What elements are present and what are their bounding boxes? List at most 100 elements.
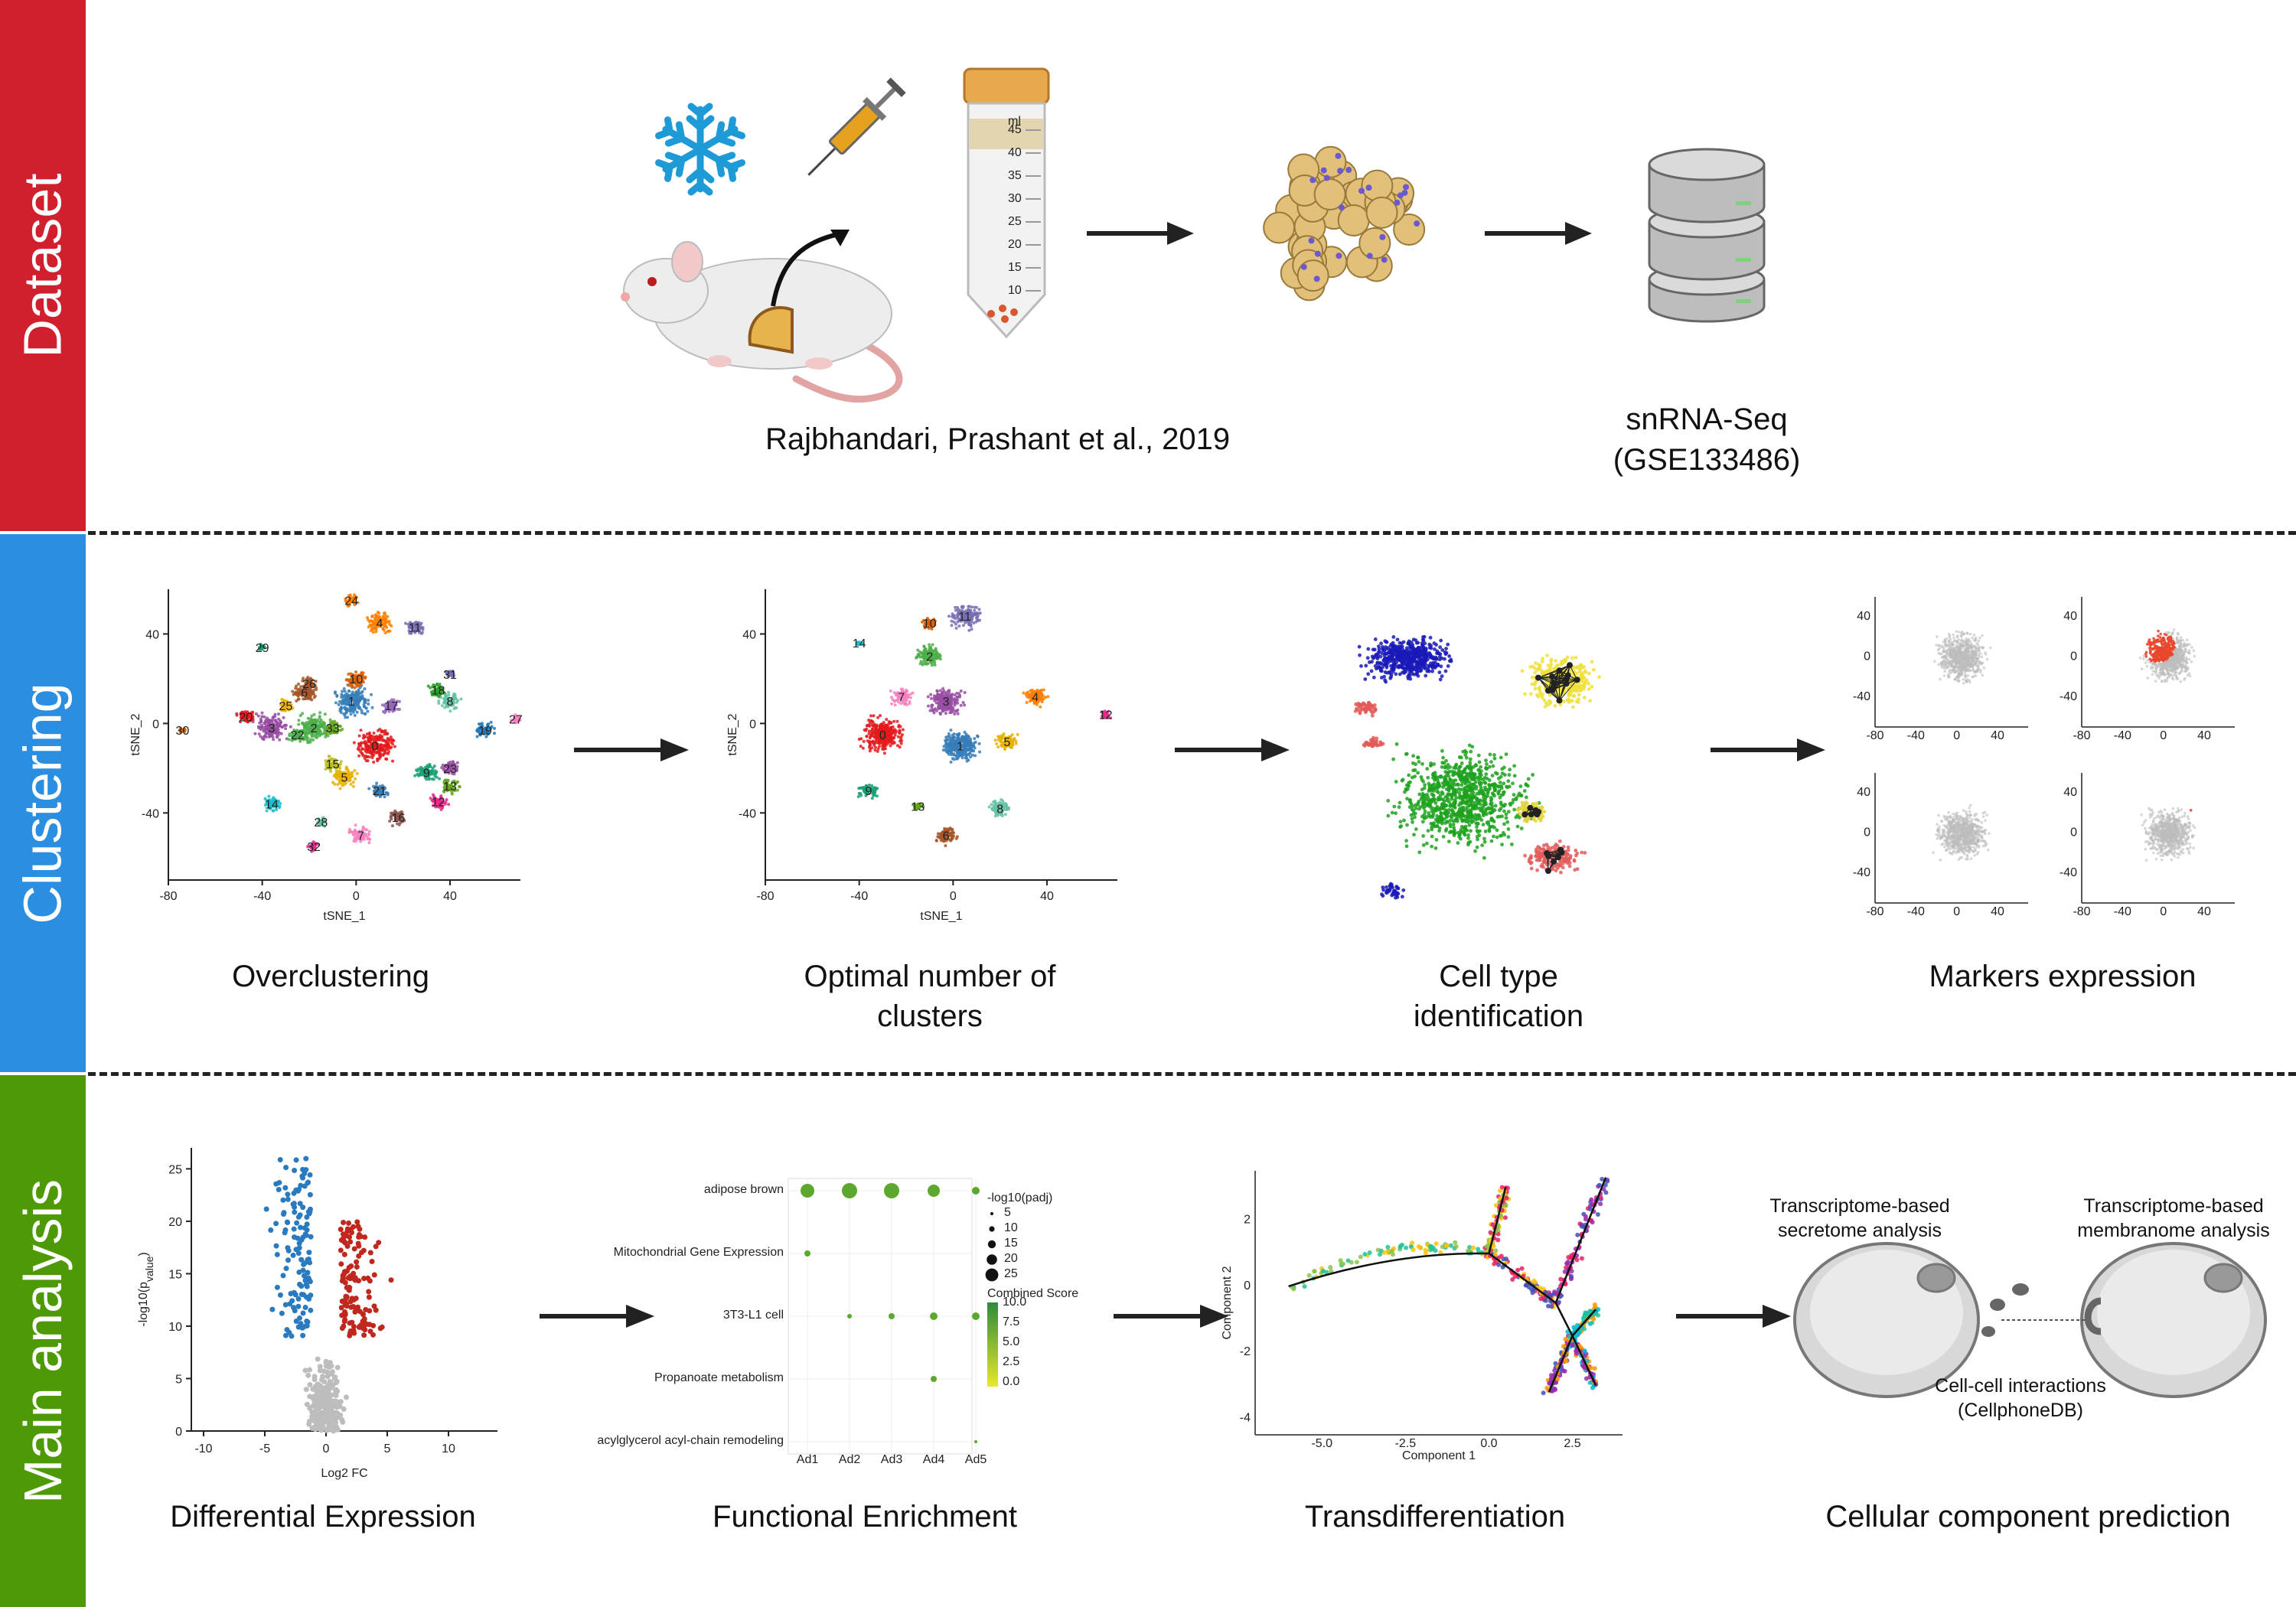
cell-point [434, 805, 438, 809]
cell-point [298, 732, 302, 735]
cell-point [384, 707, 388, 711]
cell-point [302, 689, 305, 693]
cell-point [1016, 732, 1019, 736]
cluster-label: 24 [344, 595, 358, 608]
cluster-label: 19 [478, 725, 492, 738]
cell-point [861, 746, 865, 750]
snowflake-icon [655, 103, 745, 196]
cell-point [952, 616, 956, 620]
nucleus-dot [1335, 152, 1342, 159]
cell-point [260, 723, 264, 727]
cell-point [475, 729, 479, 732]
cell-point [447, 690, 451, 694]
cluster-label: 28 [314, 817, 328, 830]
cell-point [931, 643, 934, 647]
cell-point [389, 735, 393, 739]
cell-point [354, 599, 357, 603]
cell-point [443, 781, 447, 784]
cell-point [337, 702, 341, 706]
cell-point [1439, 638, 1443, 643]
cell-point [446, 779, 450, 783]
cell-point [263, 729, 267, 732]
cell-point [876, 749, 879, 753]
cell-point [351, 678, 355, 682]
cell-point [889, 689, 892, 693]
tsne-y-tick-label: 40 [742, 628, 756, 641]
cell-point [367, 732, 371, 736]
cluster-label: 14 [853, 637, 866, 650]
cell-point [908, 699, 912, 703]
cell-point [1400, 641, 1404, 646]
cell-point [439, 794, 443, 798]
cell-point [1039, 689, 1043, 693]
cell-point [893, 703, 897, 707]
cell-point [357, 734, 361, 738]
cell-point [954, 836, 958, 840]
cell-point [328, 718, 332, 722]
cell-point [488, 727, 492, 731]
cell-point [922, 644, 926, 648]
cell-point [445, 769, 449, 773]
cell-point [383, 744, 387, 748]
cell-point [387, 738, 391, 742]
cell-point [1039, 696, 1043, 699]
cell-point [345, 678, 349, 682]
cell-point [390, 824, 394, 828]
cell-point [475, 735, 479, 738]
cell-point [452, 772, 456, 776]
cell-point [1000, 743, 1003, 747]
cell-point [363, 712, 367, 715]
cell-point [393, 702, 397, 706]
cell-point [376, 793, 380, 797]
cell-point [421, 627, 425, 631]
cell-point [458, 784, 461, 788]
cell-point [361, 754, 365, 758]
cell-point [944, 844, 947, 848]
cell-point [876, 715, 880, 719]
cell-point [970, 627, 974, 631]
cell-point [301, 679, 305, 683]
cell-point [304, 695, 308, 699]
cell-point [949, 729, 953, 732]
cell-point [397, 699, 401, 703]
cell-point [328, 764, 331, 768]
cell-point [946, 735, 950, 738]
cell-point [325, 761, 328, 765]
cluster-label: 9 [423, 768, 430, 781]
cell-point [1422, 651, 1426, 655]
cell-point [934, 647, 938, 650]
cell-point [941, 686, 945, 690]
cell-point [310, 731, 314, 735]
cell-point [413, 774, 417, 777]
cell-point [353, 768, 357, 772]
cell-point [375, 789, 379, 793]
cell-point [354, 690, 358, 694]
clustering-band: Clustering [0, 534, 86, 1072]
cell-point [1387, 656, 1391, 660]
cell-point [288, 702, 292, 706]
cell-point [372, 749, 376, 753]
cell-point [312, 689, 316, 693]
cell-point [386, 707, 390, 711]
cell-point [885, 718, 889, 722]
tube-unit: ml [1008, 115, 1021, 128]
cell-point [324, 759, 328, 763]
cell-point [888, 728, 892, 732]
cell-point [285, 723, 289, 727]
cell-point [376, 751, 380, 755]
cell-point [246, 712, 250, 715]
cell-point [954, 699, 958, 703]
cell-point [859, 786, 863, 790]
cell-point [372, 784, 376, 788]
cell-point [435, 799, 439, 803]
cell-point [970, 748, 974, 752]
cell-point [487, 722, 491, 726]
cell-point [353, 686, 357, 689]
cell-point [993, 738, 997, 742]
cell-point [435, 775, 439, 779]
cell-point [384, 757, 388, 761]
cell-point [956, 712, 960, 715]
cell-point [362, 741, 366, 745]
cell-point [977, 611, 980, 615]
cell-point [905, 702, 908, 706]
